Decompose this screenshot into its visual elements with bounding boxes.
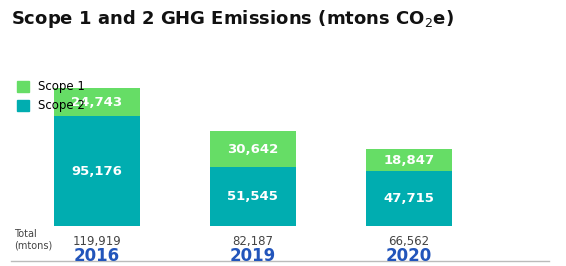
Text: 24,743: 24,743 [71,96,123,109]
Text: 119,919: 119,919 [72,235,122,248]
Text: 2020: 2020 [385,247,432,265]
Text: 2019: 2019 [230,247,276,265]
Text: 18,847: 18,847 [383,154,434,167]
Text: 82,187: 82,187 [233,235,273,248]
Bar [210,131,296,167]
Text: Scope 1 and 2 GHG Emissions (mtons CO$_2$e): Scope 1 and 2 GHG Emissions (mtons CO$_2… [11,8,454,30]
Text: Total
(mtons): Total (mtons) [15,229,53,251]
Bar [54,117,140,226]
Text: 30,642: 30,642 [228,143,278,156]
Text: 95,176: 95,176 [72,165,122,178]
Bar [54,88,140,117]
Bar [366,171,452,226]
Text: 51,545: 51,545 [228,190,278,203]
Text: 2016: 2016 [74,247,120,265]
Legend: Scope 1, Scope 2: Scope 1, Scope 2 [17,80,85,112]
Bar [366,149,452,171]
Bar [210,167,296,226]
Text: 66,562: 66,562 [388,235,430,248]
Text: 47,715: 47,715 [383,192,434,205]
